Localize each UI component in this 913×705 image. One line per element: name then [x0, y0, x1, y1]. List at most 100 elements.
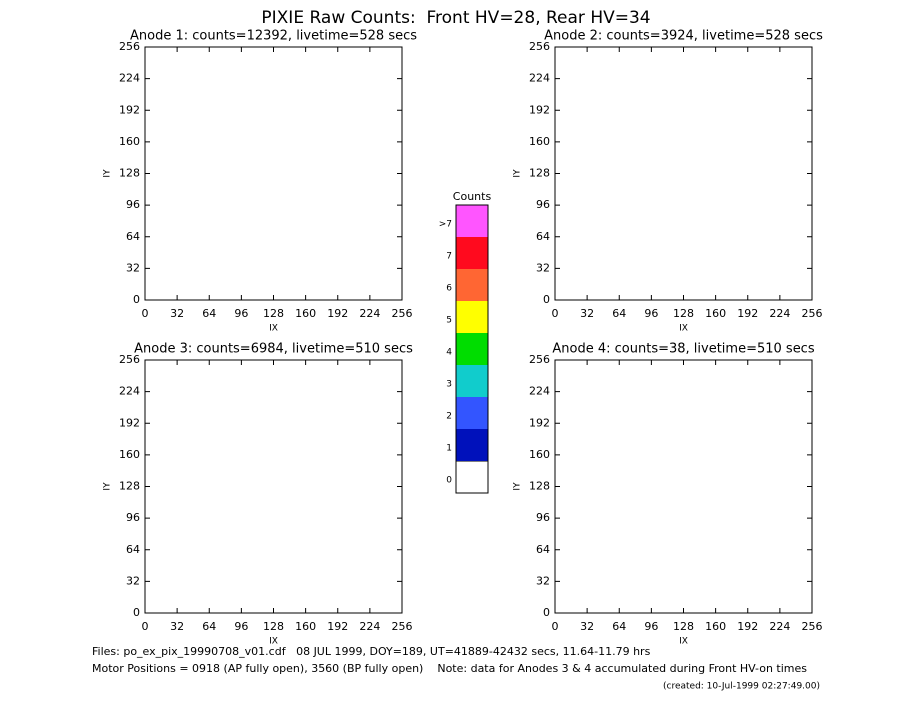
- colorbar-label: >7: [439, 220, 452, 230]
- panel-title: Anode 3: counts=6984, livetime=510 secs: [134, 342, 413, 357]
- x-tick-label: 64: [612, 307, 626, 320]
- y-tick-label: 64: [536, 230, 550, 243]
- colorbar-cell: [456, 205, 488, 237]
- x-tick-label: 32: [170, 620, 184, 633]
- x-axis-label: IX: [679, 324, 688, 334]
- y-tick-label: 32: [126, 574, 140, 587]
- colorbar-label: 2: [446, 412, 452, 422]
- x-tick-label: 96: [644, 307, 658, 320]
- colorbar-label: 4: [446, 348, 452, 358]
- y-tick-label: 64: [126, 230, 140, 243]
- y-tick-label: 160: [119, 135, 140, 148]
- x-tick-label: 128: [263, 307, 284, 320]
- x-tick-label: 64: [612, 620, 626, 633]
- x-tick-label: 64: [202, 307, 216, 320]
- y-tick-label: 128: [529, 167, 550, 180]
- x-tick-label: 32: [580, 307, 594, 320]
- panel-title: Anode 4: counts=38, livetime=510 secs: [552, 342, 814, 357]
- x-tick-label: 128: [673, 307, 694, 320]
- x-tick-label: 0: [552, 620, 559, 633]
- colorbar-cell: [456, 365, 488, 397]
- y-tick-label: 32: [126, 261, 140, 274]
- x-tick-label: 256: [392, 620, 413, 633]
- x-tick-label: 32: [580, 620, 594, 633]
- y-tick-label: 256: [529, 40, 550, 53]
- y-tick-label: 224: [119, 385, 140, 398]
- plot-frame: [144, 359, 403, 614]
- x-tick-label: 160: [295, 307, 316, 320]
- plot-frame: [554, 46, 813, 301]
- x-axis-label: IX: [269, 637, 278, 647]
- colorbar-label: 6: [446, 284, 452, 294]
- y-tick-label: 160: [119, 448, 140, 461]
- y-tick-label: 192: [529, 416, 550, 429]
- colorbar-cell: [455, 460, 489, 494]
- colorbar-label: 7: [446, 252, 452, 262]
- y-axis-label: IY: [513, 482, 523, 491]
- x-tick-label: 128: [673, 620, 694, 633]
- y-tick-label: 192: [119, 103, 140, 116]
- x-tick-label: 96: [234, 307, 248, 320]
- colorbar-frame: [455, 204, 489, 494]
- x-tick-label: 96: [234, 620, 248, 633]
- plot-frame: [144, 46, 403, 301]
- y-tick-label: 96: [126, 511, 140, 524]
- x-tick-label: 256: [392, 307, 413, 320]
- y-tick-label: 32: [536, 261, 550, 274]
- y-tick-label: 0: [543, 293, 550, 306]
- y-tick-label: 160: [529, 135, 550, 148]
- panel-title: Anode 2: counts=3924, livetime=528 secs: [544, 29, 823, 44]
- footer-motor: Motor Positions = 0918 (AP fully open), …: [92, 662, 807, 675]
- plot-frame: [554, 359, 813, 614]
- y-tick-label: 256: [529, 353, 550, 366]
- x-tick-label: 224: [769, 307, 790, 320]
- x-tick-label: 192: [327, 620, 348, 633]
- y-tick-label: 0: [133, 293, 140, 306]
- footer-created: (created: 10-Jul-1999 02:27:49.00): [663, 682, 820, 692]
- x-tick-label: 224: [359, 620, 380, 633]
- y-axis-label: IY: [103, 482, 113, 491]
- y-tick-label: 192: [529, 103, 550, 116]
- y-tick-label: 128: [119, 480, 140, 493]
- y-axis-label: IY: [103, 169, 113, 178]
- x-tick-label: 0: [142, 620, 149, 633]
- x-tick-label: 224: [359, 307, 380, 320]
- x-tick-label: 192: [737, 307, 758, 320]
- colorbar-cell: [456, 269, 488, 301]
- x-tick-label: 96: [644, 620, 658, 633]
- panel-title: Anode 1: counts=12392, livetime=528 secs: [130, 29, 417, 44]
- y-tick-label: 64: [536, 543, 550, 556]
- y-tick-label: 128: [529, 480, 550, 493]
- page-title: PIXIE Raw Counts: Front HV=28, Rear HV=3…: [261, 8, 650, 28]
- colorbar-label: 1: [446, 444, 452, 454]
- colorbar-cell: [456, 237, 488, 269]
- x-tick-label: 256: [802, 307, 823, 320]
- y-tick-label: 256: [119, 353, 140, 366]
- colorbar-cell: [456, 301, 488, 333]
- colorbar-title: Counts: [453, 190, 492, 203]
- y-tick-label: 0: [543, 606, 550, 619]
- colorbar-cell: [456, 333, 488, 365]
- y-tick-label: 224: [119, 72, 140, 85]
- x-tick-label: 160: [705, 620, 726, 633]
- colorbar-label: 0: [446, 476, 452, 486]
- y-tick-label: 64: [126, 543, 140, 556]
- footer-files: Files: po_ex_pix_19990708_v01.cdf 08 JUL…: [92, 645, 651, 658]
- y-tick-label: 224: [529, 385, 550, 398]
- y-tick-label: 96: [536, 511, 550, 524]
- x-axis-label: IX: [679, 637, 688, 647]
- colorbar-label: 5: [446, 316, 452, 326]
- x-tick-label: 160: [295, 620, 316, 633]
- y-tick-label: 128: [119, 167, 140, 180]
- x-tick-label: 32: [170, 307, 184, 320]
- x-tick-label: 192: [327, 307, 348, 320]
- y-tick-label: 32: [536, 574, 550, 587]
- colorbar-cell: [456, 429, 488, 461]
- x-tick-label: 192: [737, 620, 758, 633]
- y-tick-label: 256: [119, 40, 140, 53]
- x-axis-label: IX: [269, 324, 278, 334]
- x-tick-label: 0: [552, 307, 559, 320]
- x-tick-label: 224: [769, 620, 790, 633]
- y-axis-label: IY: [513, 169, 523, 178]
